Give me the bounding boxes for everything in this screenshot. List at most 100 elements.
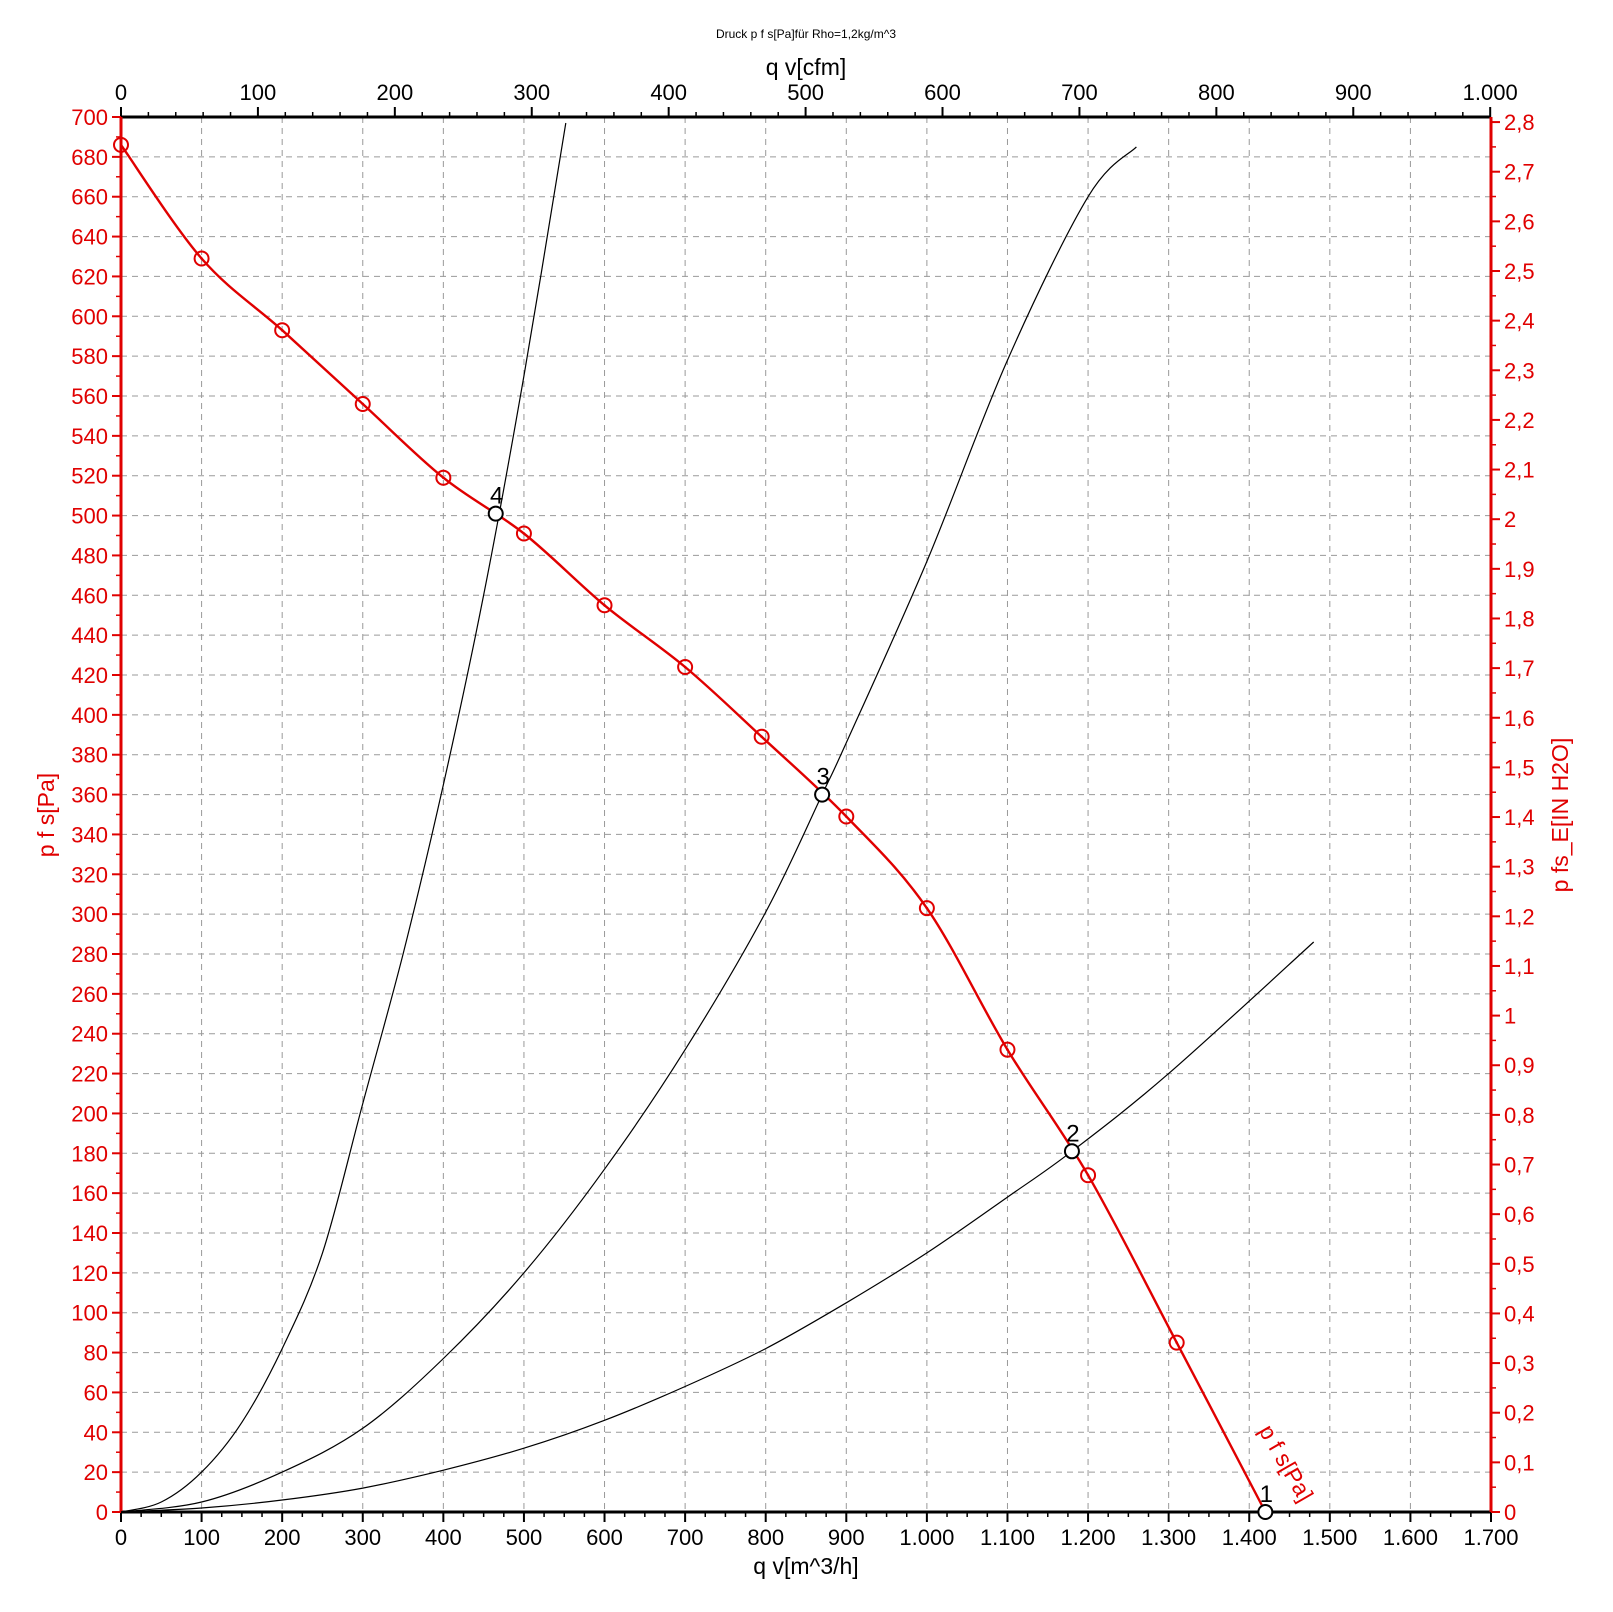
y-tick-label-left: 60: [84, 1380, 108, 1405]
fan-curve-marker: [435, 469, 452, 486]
y-tick-label-left: 300: [71, 902, 108, 927]
fan-curve-marker: [354, 395, 371, 412]
y-tick-label-left: 660: [71, 185, 108, 210]
y-tick-label-left: 100: [71, 1301, 108, 1326]
x-tick-label-bottom: 1.400: [1222, 1525, 1277, 1550]
x-tick-label-bottom: 100: [183, 1525, 220, 1550]
curves-layer: [120, 122, 1315, 1513]
y-tick-label-right: 2: [1504, 507, 1516, 532]
fan-curve-marker-dot: [603, 603, 606, 607]
x-tick-label-top: 700: [1061, 80, 1098, 105]
x-tick-label-bottom: 800: [747, 1525, 784, 1550]
x-tick-label-bottom: 1.700: [1463, 1525, 1518, 1550]
operating-point-label-2: 2: [1066, 1120, 1079, 1147]
fan-curve-marker-dot: [1175, 1341, 1179, 1344]
y-tick-label-left: 340: [71, 822, 108, 847]
fan-curve-marker-dot: [119, 143, 123, 147]
y-tick-label-right: 2,4: [1504, 309, 1535, 334]
ticks-layer: 0 100 200 300 400 500 600 700 800 900 1.000 1.100 1.…: [71, 80, 1534, 1550]
x-tick-label-bottom: 1.300: [1141, 1525, 1196, 1550]
y-tick-label-left: 220: [71, 1062, 108, 1087]
x-tick-label-bottom: 900: [828, 1525, 865, 1550]
y-tick-label-left: 280: [71, 942, 108, 967]
y-tick-label-left: 20: [84, 1460, 108, 1485]
y-tick-label-right: 2,3: [1504, 358, 1535, 383]
y-tick-label-left: 160: [71, 1181, 108, 1206]
x-tick-label-bottom: 400: [425, 1525, 462, 1550]
y-tick-label-right: 2,5: [1504, 259, 1535, 284]
system-curve-3: [120, 941, 1315, 1513]
markers-layer: 1 2 3 4: [113, 136, 1274, 1520]
x-tick-label-bottom: 600: [586, 1525, 623, 1550]
y-tick-label-right: 0,8: [1504, 1103, 1535, 1128]
x-tick-label-bottom: 1.000: [899, 1525, 954, 1550]
fan-curve-marker: [1168, 1334, 1185, 1351]
y-tick-label-right: 1,6: [1504, 706, 1535, 731]
x-tick-label-bottom: 300: [344, 1525, 381, 1550]
y-tick-label-left: 580: [71, 344, 108, 369]
fan-curve-marker-dot: [925, 906, 929, 910]
y-tick-label-right: 2,1: [1504, 458, 1535, 483]
operating-point-label-3: 3: [816, 764, 829, 791]
y-tick-label-right: 1,7: [1504, 656, 1535, 681]
y-tick-label-right: 1,2: [1504, 904, 1535, 929]
y-tick-label-right: 1,8: [1504, 606, 1535, 631]
y-tick-label-left: 600: [71, 304, 108, 329]
operating-point-2: [1063, 1143, 1080, 1160]
fan-curve-marker-dot: [844, 815, 848, 818]
fan-curve-marker-dot: [442, 476, 445, 480]
y-tick-label-right: 1: [1504, 1004, 1516, 1029]
y-tick-label-left: 680: [71, 145, 108, 170]
y-tick-label-left: 620: [71, 264, 108, 289]
y-tick-label-right: 0,6: [1504, 1202, 1535, 1227]
y-tick-label-left: 460: [71, 583, 108, 608]
operating-point-1: [1257, 1504, 1274, 1520]
grid-layer: [121, 117, 1491, 1512]
system-curve-1: [120, 122, 567, 1513]
y-tick-label-right: 1,5: [1504, 755, 1535, 780]
y-tick-label-left: 360: [71, 783, 108, 808]
y-tick-label-left: 520: [71, 464, 108, 489]
fan-curve-marker-dot: [280, 328, 284, 332]
x-axis-label-bottom: q v[m^3/h]: [753, 1553, 858, 1579]
y-tick-label-right: 0: [1504, 1500, 1516, 1525]
y-tick-label-left: 260: [71, 982, 108, 1007]
operating-point-label-1: 1: [1260, 1481, 1273, 1508]
y-tick-label-right: 0,5: [1504, 1252, 1535, 1277]
y-tick-label-right: 0,4: [1504, 1301, 1535, 1326]
y-tick-label-right: 2,2: [1504, 408, 1535, 433]
y-tick-label-right: 1,1: [1504, 954, 1535, 979]
y-tick-label-left: 420: [71, 663, 108, 688]
y-tick-label-left: 240: [71, 1022, 108, 1047]
fan-curve-marker-dot: [760, 735, 763, 739]
fan-curve-marker: [596, 597, 613, 614]
x-tick-label-top: 0: [115, 80, 127, 105]
fan-curve-marker: [274, 322, 291, 339]
system-curve-2: [120, 146, 1137, 1513]
y-tick-label-left: 380: [71, 743, 108, 768]
y-tick-label-right: 2,6: [1504, 209, 1535, 234]
fan-curve-marker-dot: [1086, 1173, 1090, 1177]
y-axis-label-left: p f s[Pa]: [33, 773, 59, 857]
fan-curve-line: [120, 144, 1267, 1513]
y-tick-label-left: 500: [71, 504, 108, 529]
x-tick-label-top: 100: [240, 80, 277, 105]
y-tick-label-right: 0,1: [1504, 1450, 1535, 1475]
fan-curve-marker: [753, 728, 770, 745]
fan-curve-marker: [838, 808, 855, 825]
x-tick-label-top: 800: [1198, 80, 1235, 105]
x-tick-label-top: 600: [924, 80, 961, 105]
x-tick-label-bottom: 0: [115, 1525, 127, 1550]
x-tick-label-top: 1.000: [1463, 80, 1518, 105]
x-axis-label-top: q v[cfm]: [766, 54, 847, 80]
y-tick-label-right: 0,7: [1504, 1153, 1535, 1178]
y-tick-label-right: 1,4: [1504, 805, 1535, 830]
chart-title: Druck p f s[Pa]für Rho=1,2kg/m^3: [716, 27, 896, 41]
x-tick-label-bottom: 500: [506, 1525, 543, 1550]
y-tick-label-left: 700: [71, 105, 108, 130]
y-tick-label-left: 120: [71, 1261, 108, 1286]
y-tick-label-right: 2,7: [1504, 160, 1535, 185]
fan-curve-marker: [918, 900, 935, 917]
x-tick-label-top: 500: [787, 80, 824, 105]
